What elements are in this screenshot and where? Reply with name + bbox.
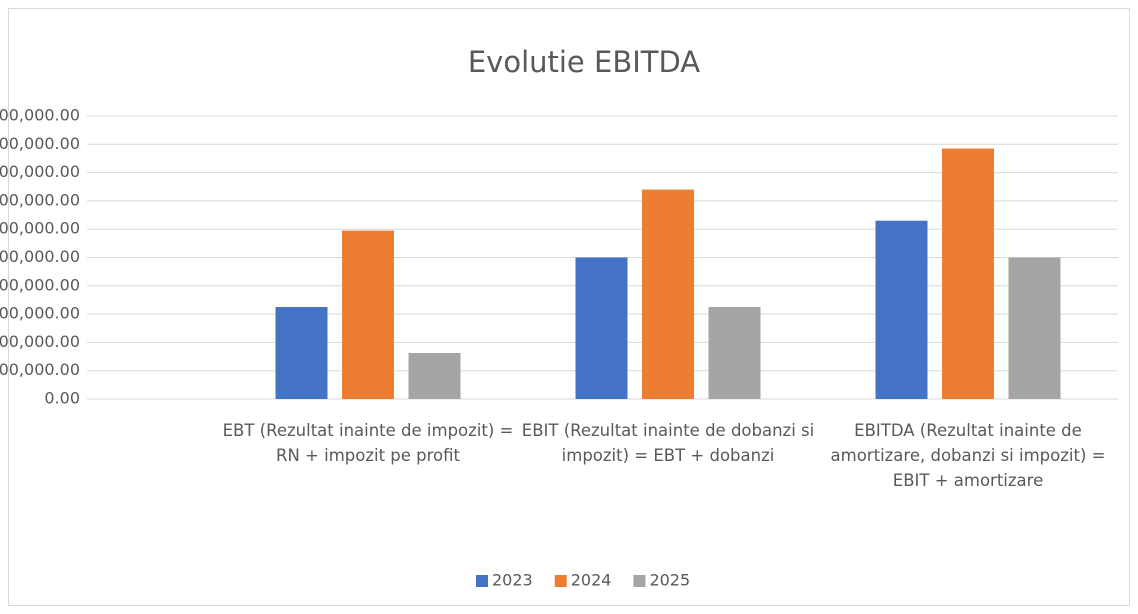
- bar: [875, 220, 928, 399]
- legend-label: 2024: [571, 571, 612, 590]
- y-tick-label: 8,000,000.00: [0, 275, 80, 294]
- bar: [1008, 257, 1061, 399]
- y-tick-label: 14,000,000.00: [0, 190, 80, 209]
- legend-label: 2025: [649, 571, 690, 590]
- y-tick-label: 2,000,000.00: [0, 360, 80, 379]
- y-tick-label: 6,000,000.00: [0, 304, 80, 323]
- chart-title: Evolutie EBITDA: [468, 45, 700, 79]
- legend-swatch: [633, 575, 646, 587]
- legend-label: 2023: [492, 571, 533, 590]
- y-tick-label: 4,000,000.00: [0, 332, 80, 351]
- bar: [942, 148, 994, 399]
- y-tick-label: 16,000,000.00: [0, 162, 80, 181]
- bar: [575, 257, 628, 399]
- x-tick-label: EBT (Rezultat inainte de impozit) = RN +…: [222, 421, 514, 465]
- bar: [708, 307, 761, 399]
- y-tick-label: 0.00: [44, 389, 80, 408]
- y-tick-label: 18,000,000.00: [0, 134, 80, 153]
- y-tick-label: 20,000,000.00: [0, 106, 80, 125]
- y-tick-label: 10,000,000.00: [0, 247, 80, 266]
- x-tick-label: EBIT (Rezultat inainte de dobanzi si imp…: [521, 421, 815, 465]
- bar: [408, 353, 461, 399]
- bar: [275, 307, 328, 399]
- legend-swatch: [476, 575, 488, 587]
- y-tick-label: 12,000,000.00: [0, 219, 80, 238]
- bar: [342, 230, 394, 399]
- x-tick-label: EBITDA (Rezultat inainte de amortizare, …: [830, 421, 1106, 490]
- legend-swatch: [554, 575, 567, 587]
- bar: [642, 189, 694, 399]
